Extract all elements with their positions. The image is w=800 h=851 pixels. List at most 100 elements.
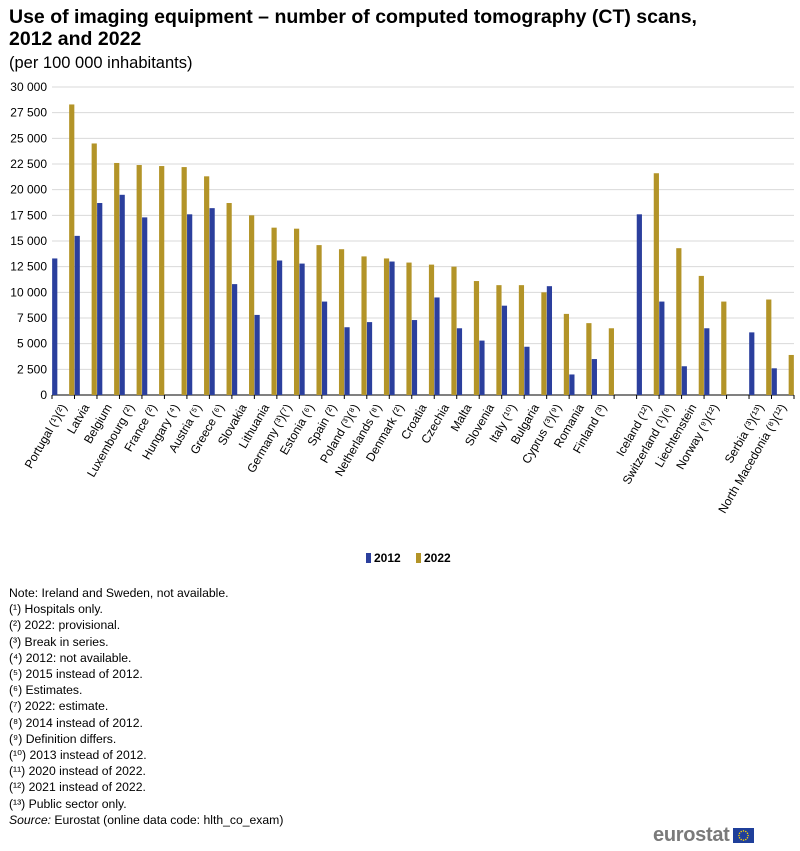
bar-2012 — [321, 301, 328, 395]
bar-2012 — [524, 346, 530, 395]
bar-2012 — [232, 284, 238, 395]
flag-star — [742, 838, 744, 841]
flag-star — [739, 838, 742, 840]
bar-2022 — [316, 245, 322, 395]
bar-2012 — [276, 260, 283, 395]
bar-2012 — [681, 366, 687, 395]
note-text: Note: Ireland and Sweden, not available. — [9, 586, 229, 600]
y-tick-label: 10 000 — [10, 285, 47, 299]
footnote-item: (⁴) 2012: not available. — [9, 650, 132, 665]
bar-2012 — [704, 328, 710, 395]
bar-2012 — [187, 214, 193, 395]
footnote-item: (⁵) 2015 instead of 2012. — [9, 667, 143, 682]
bar-2022 — [698, 275, 704, 395]
bar-2012 — [636, 214, 642, 395]
flag-star — [738, 836, 740, 839]
bar-2022 — [204, 176, 210, 395]
legend-swatch-2022 — [416, 553, 421, 563]
y-tick-label: 0 — [40, 388, 47, 402]
bar-2012 — [771, 368, 777, 395]
bar-2022 — [226, 203, 232, 395]
bar-2022 — [361, 256, 367, 395]
bar-2012 — [389, 261, 395, 395]
footnote-item: (⁷) 2022: estimate. — [9, 699, 109, 714]
bar-2022 — [473, 281, 480, 395]
y-tick-label: 17 500 — [10, 208, 47, 222]
y-tick-label: 2 500 — [17, 362, 47, 376]
bar-2022 — [653, 173, 659, 395]
bar-2022 — [136, 165, 142, 395]
footnote-item: (⁸) 2014 instead of 2012. — [9, 715, 143, 730]
bar-2022 — [766, 299, 772, 395]
bar-2012 — [591, 359, 597, 395]
source-line: Source: Eurostat (online data code: hlth… — [9, 812, 283, 828]
bar-2022 — [563, 313, 570, 395]
flag-star — [746, 836, 748, 839]
bar-2022 — [608, 328, 614, 395]
y-tick-label: 22 500 — [10, 157, 47, 171]
flag-star — [742, 829, 744, 832]
bar-2012 — [97, 203, 103, 395]
bar-2012 — [366, 322, 373, 395]
flag-star — [744, 838, 747, 840]
bar-2022 — [338, 249, 345, 395]
source-text: Eurostat (online data code: hlth_co_exam… — [51, 812, 284, 827]
flag-star — [746, 831, 748, 834]
bar-2012 — [299, 263, 305, 395]
flag-star — [744, 830, 747, 832]
footnote-item: (²) 2022: provisional. — [9, 618, 121, 633]
bar-2012 — [569, 374, 575, 395]
bar-2022 — [406, 262, 412, 395]
flag-star — [739, 830, 742, 832]
bar-2022 — [428, 264, 435, 395]
flag-star — [738, 831, 740, 834]
bar-2012 — [546, 286, 553, 395]
bar-2022 — [181, 167, 187, 395]
y-tick-label: 27 500 — [10, 106, 47, 120]
bar-2012 — [119, 194, 125, 395]
footnote-item: (¹²) 2021 instead of 2022. — [9, 780, 146, 795]
footnote-item: (⁶) Estimates. — [9, 683, 83, 698]
logo-text: eurostat — [653, 823, 730, 846]
bar-2012 — [479, 340, 485, 395]
y-tick-label: 5 000 — [17, 337, 47, 351]
footnotes: Note: Ireland and Sweden, not available.… — [9, 585, 283, 828]
bar-2022 — [586, 323, 592, 395]
footnote-item: (¹³) Public sector only. — [9, 796, 127, 811]
notes-list: Note: Ireland and Sweden, not available.… — [9, 585, 283, 812]
bar-2012 — [254, 314, 260, 395]
chart-subtitle: (per 100 000 inhabitants) — [9, 54, 193, 72]
bar-2022 — [293, 228, 300, 395]
bar-2012 — [659, 301, 665, 395]
bar-chart: 0 2 500 5 000 7 500 10 000 12 500 15 000 17 500… — [10, 80, 795, 565]
bar-2022 — [541, 292, 547, 395]
flag-star — [746, 834, 749, 836]
bar-2022 — [69, 104, 75, 395]
y-tick-label: 7 500 — [17, 311, 47, 325]
footnote-item: (¹) Hospitals only. — [9, 602, 103, 617]
bar-2012 — [142, 217, 148, 395]
footnote-item: (³) Break in series. — [9, 634, 109, 649]
footnote-item: (⁹) Definition differs. — [9, 731, 117, 746]
bar-2022 — [518, 285, 525, 395]
bar-2022 — [451, 266, 457, 395]
legend-swatch-2012 — [366, 553, 371, 563]
bar-2012 — [456, 328, 463, 395]
bar-2012 — [749, 332, 755, 395]
bar-2022 — [91, 143, 97, 395]
footnote-item: (¹¹) 2020 instead of 2022. — [9, 764, 146, 779]
chart-title: Use of imaging equipment – number of com… — [9, 6, 697, 50]
legend-label-2022: 2022 — [424, 551, 451, 565]
bar-2022 — [249, 215, 255, 395]
bar-2022 — [271, 227, 277, 395]
y-tick-label: 30 000 — [10, 80, 47, 94]
bar-2022 — [721, 301, 727, 395]
y-tick-label: 12 500 — [10, 260, 47, 274]
x-tick-label: Portugal (¹)(²) — [22, 402, 70, 471]
bar-2012 — [411, 320, 418, 395]
footnote-item: (¹⁰) 2013 instead of 2012. — [9, 748, 147, 763]
bar-2012 — [434, 297, 440, 395]
bar-2012 — [501, 305, 508, 395]
y-tick-label: 15 000 — [10, 234, 47, 248]
bar-2022 — [676, 248, 682, 395]
